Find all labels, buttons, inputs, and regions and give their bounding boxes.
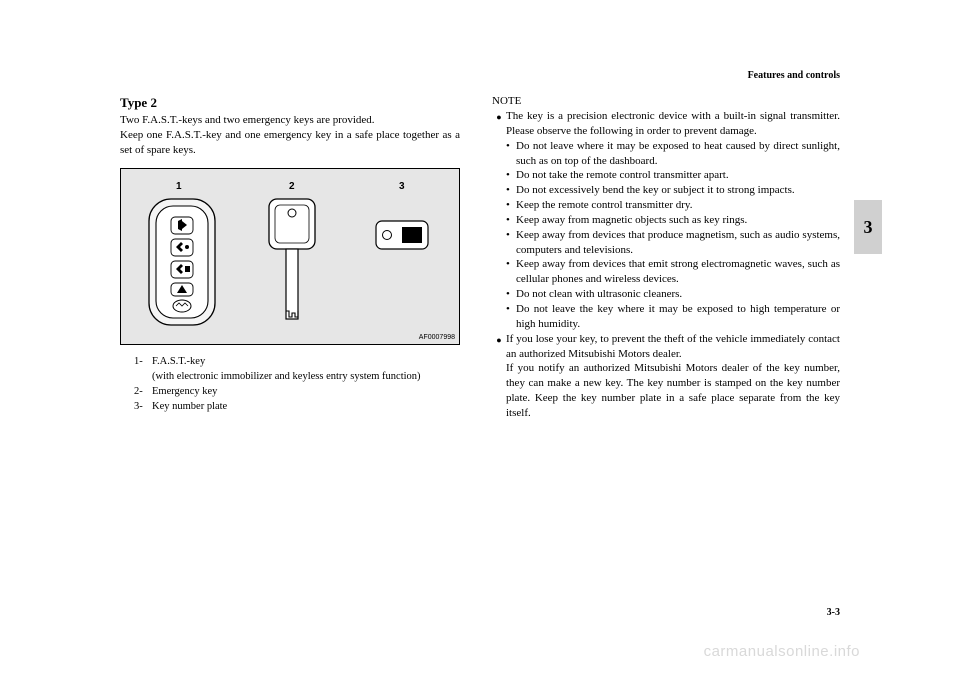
legend-num-1: 1- xyxy=(134,355,152,369)
figure-id: AF0007998 xyxy=(419,334,455,341)
note-sub-3: Do not excessively bend the key or subje… xyxy=(516,183,840,198)
note-bullet-2: ● If you lose your key, to prevent the t… xyxy=(492,332,840,362)
note-sub-5: Keep away from magnetic objects such as … xyxy=(516,213,840,228)
section-header: Features and controls xyxy=(748,70,840,81)
intro-line-1: Two F.A.S.T.-keys and two emergency keys… xyxy=(120,113,460,128)
legend-text-2: Emergency key xyxy=(152,385,460,399)
left-column: Type 2 Two F.A.S.T.-keys and two emergen… xyxy=(120,95,460,415)
note-sub-1: Do not leave where it may be exposed to … xyxy=(516,139,840,169)
intro-line-2: Keep one F.A.S.T.-key and one emergency … xyxy=(120,128,460,158)
legend-text-3: Key number plate xyxy=(152,400,460,414)
figure-label-1: 1 xyxy=(176,181,182,192)
figure-legend: 1- F.A.S.T.-key (with electronic immobil… xyxy=(120,355,460,415)
legend-text-1a: F.A.S.T.-key xyxy=(152,355,460,369)
legend-text-1b: (with electronic immobilizer and keyless… xyxy=(152,370,460,384)
note-bullet-1: ● The key is a precision electronic devi… xyxy=(492,109,840,139)
figure-label-3: 3 xyxy=(399,181,405,192)
note-bullet-1-text: The key is a precision electronic device… xyxy=(506,109,840,139)
key-illustration xyxy=(121,169,459,344)
right-column: NOTE ● The key is a precision electronic… xyxy=(492,95,840,421)
note-sub-6: Keep away from devices that produce magn… xyxy=(516,228,840,258)
figure-label-2: 2 xyxy=(289,181,295,192)
note-bullet-2b-text: If you notify an authorized Mitsubishi M… xyxy=(506,361,840,420)
page: Features and controls Type 2 Two F.A.S.T… xyxy=(0,0,960,678)
page-number: 3-3 xyxy=(827,607,840,618)
type-heading: Type 2 xyxy=(120,95,460,111)
legend-num-3: 3- xyxy=(134,400,152,414)
note-bullet-2a-text: If you lose your key, to prevent the the… xyxy=(506,332,840,362)
note-sub-2: Do not take the remote control transmitt… xyxy=(516,168,840,183)
chapter-tab: 3 xyxy=(854,200,882,254)
note-sub-8: Do not clean with ultrasonic cleaners. xyxy=(516,287,840,302)
note-sub-9: Do not leave the key where it may be exp… xyxy=(516,302,840,332)
bullet-icon: ● xyxy=(492,332,506,362)
note-heading: NOTE xyxy=(492,95,840,107)
note-sub-4: Keep the remote control transmitter dry. xyxy=(516,198,840,213)
note-list: ● The key is a precision electronic devi… xyxy=(492,109,840,421)
watermark: carmanualsonline.info xyxy=(704,643,860,660)
note-sub-7: Keep away from devices that emit strong … xyxy=(516,257,840,287)
legend-num-2: 2- xyxy=(134,385,152,399)
bullet-icon: ● xyxy=(492,109,506,139)
key-figure: 1 2 3 xyxy=(120,168,460,345)
